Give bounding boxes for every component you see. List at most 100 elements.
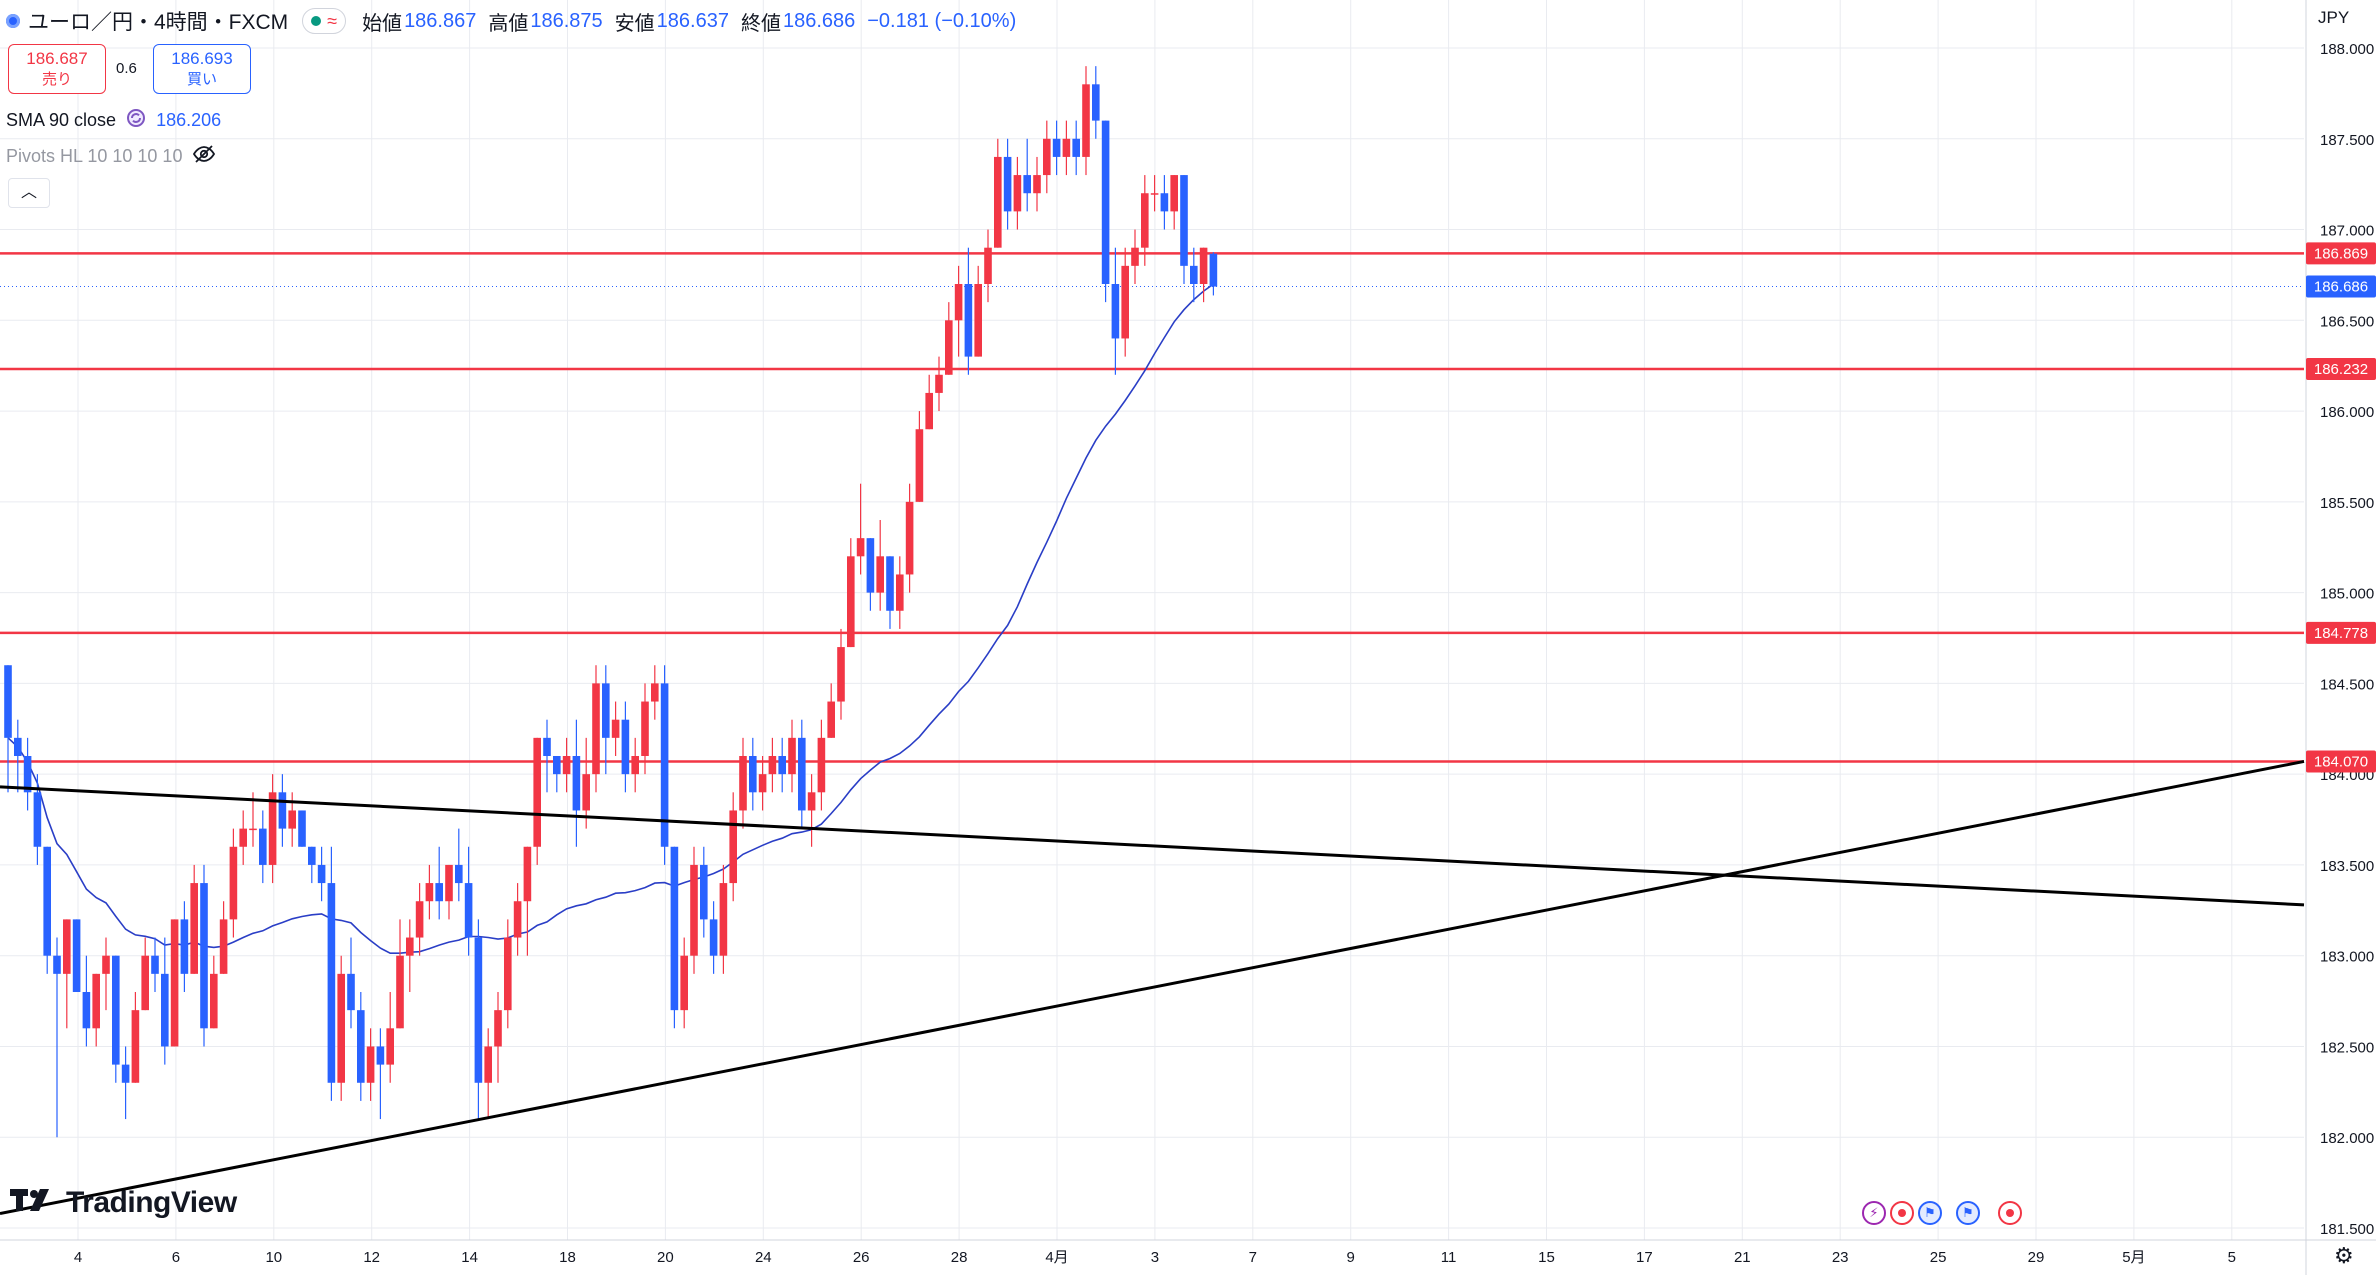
price-tick-label: 186.500 bbox=[2320, 313, 2374, 330]
candle-body bbox=[690, 864, 698, 956]
candle-body bbox=[758, 774, 767, 793]
candle-body bbox=[1072, 138, 1080, 157]
sma-legend[interactable]: SMA 90 close 186.206 bbox=[6, 108, 221, 133]
candle-body bbox=[239, 828, 247, 847]
refresh-icon[interactable] bbox=[126, 108, 146, 133]
price-axis[interactable]: 188.000 187.500 187.000 186.500 186.000 185.5… bbox=[2305, 0, 2374, 1275]
tradingview-logo[interactable]: TradingView bbox=[10, 1186, 237, 1220]
sma-90-line bbox=[7, 283, 1214, 955]
sma-label: SMA 90 close bbox=[6, 110, 117, 130]
candle-body bbox=[219, 919, 228, 974]
open-label: 始値 bbox=[362, 12, 403, 35]
candle-body bbox=[1180, 175, 1188, 266]
chart-grid bbox=[0, 0, 2304, 1240]
lightning-event-icon[interactable]: ⚡ bbox=[1862, 1201, 1886, 1225]
axis-settings-icon[interactable]: ⚙ bbox=[2334, 1243, 2354, 1268]
chart-header: ユーロ／円・4時間・FXCM ≈ 始値 186.867 高値 186.875 安… bbox=[6, 6, 1028, 36]
price-tick-label: 187.500 bbox=[2320, 132, 2374, 149]
candle-body bbox=[82, 992, 91, 1029]
candle-body bbox=[112, 955, 120, 1065]
economic-event-icon[interactable] bbox=[1998, 1201, 2022, 1225]
price-tick-label: 183.000 bbox=[2320, 949, 2374, 966]
time-tick-label: 28 bbox=[951, 1249, 968, 1266]
candle-body bbox=[445, 864, 453, 902]
candle-body bbox=[954, 284, 963, 321]
candle-body bbox=[513, 901, 522, 938]
trendline-ascending[interactable] bbox=[0, 759, 2305, 1215]
candle-body bbox=[788, 737, 796, 775]
candle-body bbox=[131, 1010, 140, 1083]
time-tick-label: 25 bbox=[1930, 1249, 1947, 1266]
candle-body bbox=[974, 284, 982, 357]
currency-label[interactable]: JPY bbox=[2318, 8, 2350, 27]
candlesticks bbox=[4, 66, 1218, 1138]
candle-body bbox=[1199, 247, 1208, 284]
candle-body bbox=[170, 919, 179, 1047]
candle-body bbox=[572, 756, 581, 811]
candle-body bbox=[896, 574, 904, 611]
candle-body bbox=[278, 792, 287, 829]
candle-body bbox=[1082, 84, 1090, 157]
event-markers-1[interactable]: ⚡ ⚑ bbox=[1862, 1201, 1942, 1225]
candle-body bbox=[1141, 193, 1149, 248]
candle-body bbox=[210, 973, 218, 1029]
candle-body bbox=[435, 883, 443, 902]
candle-body bbox=[1092, 84, 1100, 121]
candle-body bbox=[141, 955, 149, 1011]
candle-body bbox=[611, 719, 620, 738]
flag-event-icon[interactable]: ⚑ bbox=[1918, 1201, 1942, 1225]
pivots-legend[interactable]: Pivots HL 10 10 10 10 bbox=[6, 144, 216, 169]
candle-body bbox=[533, 737, 541, 847]
candle-body bbox=[337, 973, 345, 1083]
price-label-level: 184.070 bbox=[2314, 753, 2368, 770]
price-tick-label: 187.000 bbox=[2320, 223, 2374, 240]
candle-body bbox=[102, 955, 110, 974]
candle-body bbox=[504, 937, 512, 1011]
candle-body bbox=[837, 647, 845, 702]
symbol-title[interactable]: ユーロ／円・4時間・FXCM bbox=[28, 11, 289, 34]
candle-body bbox=[53, 955, 61, 974]
price-label-level: 186.869 bbox=[2314, 245, 2368, 262]
candle-body bbox=[1062, 138, 1071, 157]
trendline-descending[interactable] bbox=[0, 785, 2305, 907]
event-markers-3[interactable] bbox=[1998, 1201, 2022, 1225]
economic-event-icon[interactable] bbox=[1890, 1201, 1914, 1225]
time-tick-label: 11 bbox=[1441, 1249, 1457, 1266]
price-tick-label: 183.500 bbox=[2320, 858, 2374, 875]
tradingview-mark-icon bbox=[10, 1187, 58, 1220]
candle-body bbox=[553, 756, 561, 775]
candle-body bbox=[63, 919, 71, 974]
candle-body bbox=[92, 973, 100, 1029]
trendlines[interactable] bbox=[0, 759, 2305, 1215]
candle-body bbox=[1013, 175, 1022, 212]
time-tick-label: 7 bbox=[1249, 1249, 1257, 1266]
open-value: 186.867 bbox=[404, 9, 477, 32]
time-tick-label: 24 bbox=[755, 1249, 772, 1266]
price-tick-label: 182.500 bbox=[2320, 1039, 2374, 1056]
change-value: −0.181 (−0.10%) bbox=[867, 9, 1017, 32]
sma-value: 186.206 bbox=[156, 110, 222, 130]
sell-button[interactable]: 186.687 売り bbox=[8, 44, 106, 94]
price-label-current: 186.686 bbox=[2314, 279, 2368, 296]
buy-button[interactable]: 186.693 買い bbox=[153, 44, 251, 94]
candle-body bbox=[1209, 253, 1218, 287]
collapse-legend-button[interactable]: ︿ bbox=[8, 178, 50, 208]
time-tick-label: 12 bbox=[363, 1249, 380, 1266]
candle-body bbox=[180, 919, 189, 974]
candle-body bbox=[709, 919, 718, 956]
eye-hidden-icon[interactable] bbox=[192, 144, 216, 169]
time-tick-label: 26 bbox=[853, 1249, 870, 1266]
event-markers-2[interactable]: ⚑ bbox=[1956, 1201, 1980, 1225]
candle-body bbox=[925, 392, 933, 430]
market-open-icon bbox=[311, 16, 322, 26]
candle-body bbox=[464, 883, 473, 938]
candle-body bbox=[366, 1046, 375, 1083]
time-axis[interactable]: 4 6 10 12 14 18 20 24 26 28 4月 3 7 9 11 15 17 21 23 25 29 5月 5 bbox=[0, 1239, 2376, 1266]
market-status-pill[interactable]: ≈ bbox=[302, 8, 347, 34]
price-label-bg bbox=[2306, 621, 2376, 644]
candle-body bbox=[357, 1010, 365, 1083]
support-resistance-levels[interactable] bbox=[0, 252, 2304, 763]
flag-event-icon[interactable]: ⚑ bbox=[1956, 1201, 1980, 1225]
sell-label: 売り bbox=[41, 71, 72, 88]
